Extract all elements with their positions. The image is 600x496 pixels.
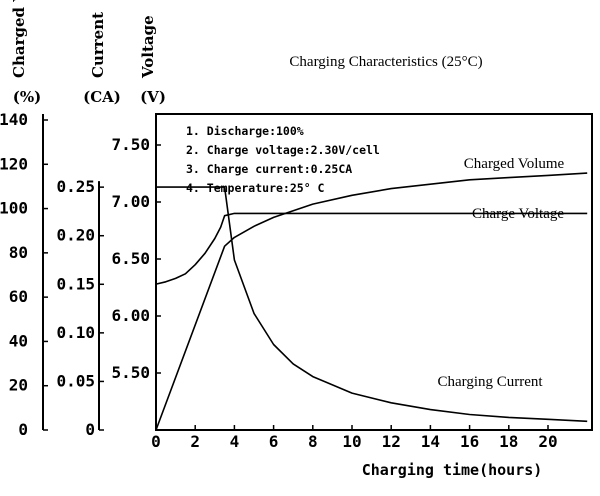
- volume-tick-label: 0: [18, 420, 28, 439]
- x-tick-label: 14: [421, 432, 440, 451]
- x-tick-label: 12: [382, 432, 401, 451]
- series-line-charging-current: [156, 186, 588, 423]
- current-tick-label: 0.20: [56, 226, 95, 245]
- chart-title: Charging Characteristics (25°C): [289, 54, 482, 70]
- volume-tick-label: 40: [9, 331, 28, 350]
- current-tick-label: 0.10: [56, 323, 95, 342]
- plot-frame: [155, 113, 593, 431]
- x-tick-label: 4: [230, 432, 240, 451]
- volume-tick-label: 120: [0, 154, 28, 173]
- condition-note: 3. Charge current:0.25CA: [186, 162, 352, 176]
- voltage-tick-label: 7.50: [111, 135, 150, 154]
- axes: 02040608010012014000.050.100.150.200.255…: [0, 110, 558, 451]
- current-tick-label: 0.05: [56, 371, 95, 390]
- series-labels: Charged Volume Charge Voltage Charging Cur…: [437, 156, 564, 390]
- voltage-axis-unit: (V): [140, 88, 166, 106]
- x-axis-title: Charging time(hours): [362, 461, 543, 479]
- voltage-axis-title: Voltage: [139, 15, 157, 79]
- series-label: Charging Current: [437, 374, 543, 390]
- x-tick-label: 10: [342, 432, 361, 451]
- series-label: Charge Voltage: [472, 206, 564, 222]
- x-tick-label: 8: [308, 432, 318, 451]
- x-tick-label: 20: [538, 432, 557, 451]
- current-axis-title: Current: [89, 12, 107, 78]
- x-tick-label: 18: [499, 432, 518, 451]
- condition-note: 4. Temperature:25° C: [186, 181, 325, 195]
- volume-tick-label: 60: [9, 287, 28, 306]
- volume-axis-title: Charged Volume: [10, 0, 28, 78]
- series-label: Charged Volume: [464, 156, 565, 172]
- series-lines: [155, 172, 588, 431]
- current-tick-label: 0: [85, 420, 95, 439]
- current-axis-unit: (CA): [83, 88, 121, 106]
- volume-tick-label: 100: [0, 199, 28, 218]
- x-tick-label: 2: [190, 432, 200, 451]
- volume-tick-label: 80: [9, 243, 28, 262]
- voltage-tick-label: 6.00: [111, 306, 150, 325]
- x-tick-label: 16: [460, 432, 479, 451]
- x-tick-label: 0: [151, 432, 161, 451]
- condition-note: 1. Discharge:100%: [186, 124, 304, 138]
- volume-axis-unit: (%): [13, 88, 41, 106]
- series-line-charge-voltage: [155, 212, 588, 285]
- x-tick-label: 6: [269, 432, 279, 451]
- voltage-tick-label: 5.50: [111, 363, 150, 382]
- axis-labels: Charged Volume (%) Current (CA) Voltage (V): [10, 0, 166, 106]
- volume-tick-label: 140: [0, 110, 28, 129]
- condition-note: 2. Charge voltage:2.30V/cell: [186, 143, 380, 157]
- conditions-notes: 1. Discharge:100% 2. Charge voltage:2.30V…: [186, 124, 380, 195]
- current-tick-label: 0.25: [56, 177, 95, 196]
- voltage-tick-label: 6.50: [111, 249, 150, 268]
- series-line-charged-volume: [155, 172, 588, 431]
- current-tick-label: 0.15: [56, 274, 95, 293]
- voltage-tick-label: 7.00: [111, 192, 150, 211]
- volume-tick-label: 20: [9, 376, 28, 395]
